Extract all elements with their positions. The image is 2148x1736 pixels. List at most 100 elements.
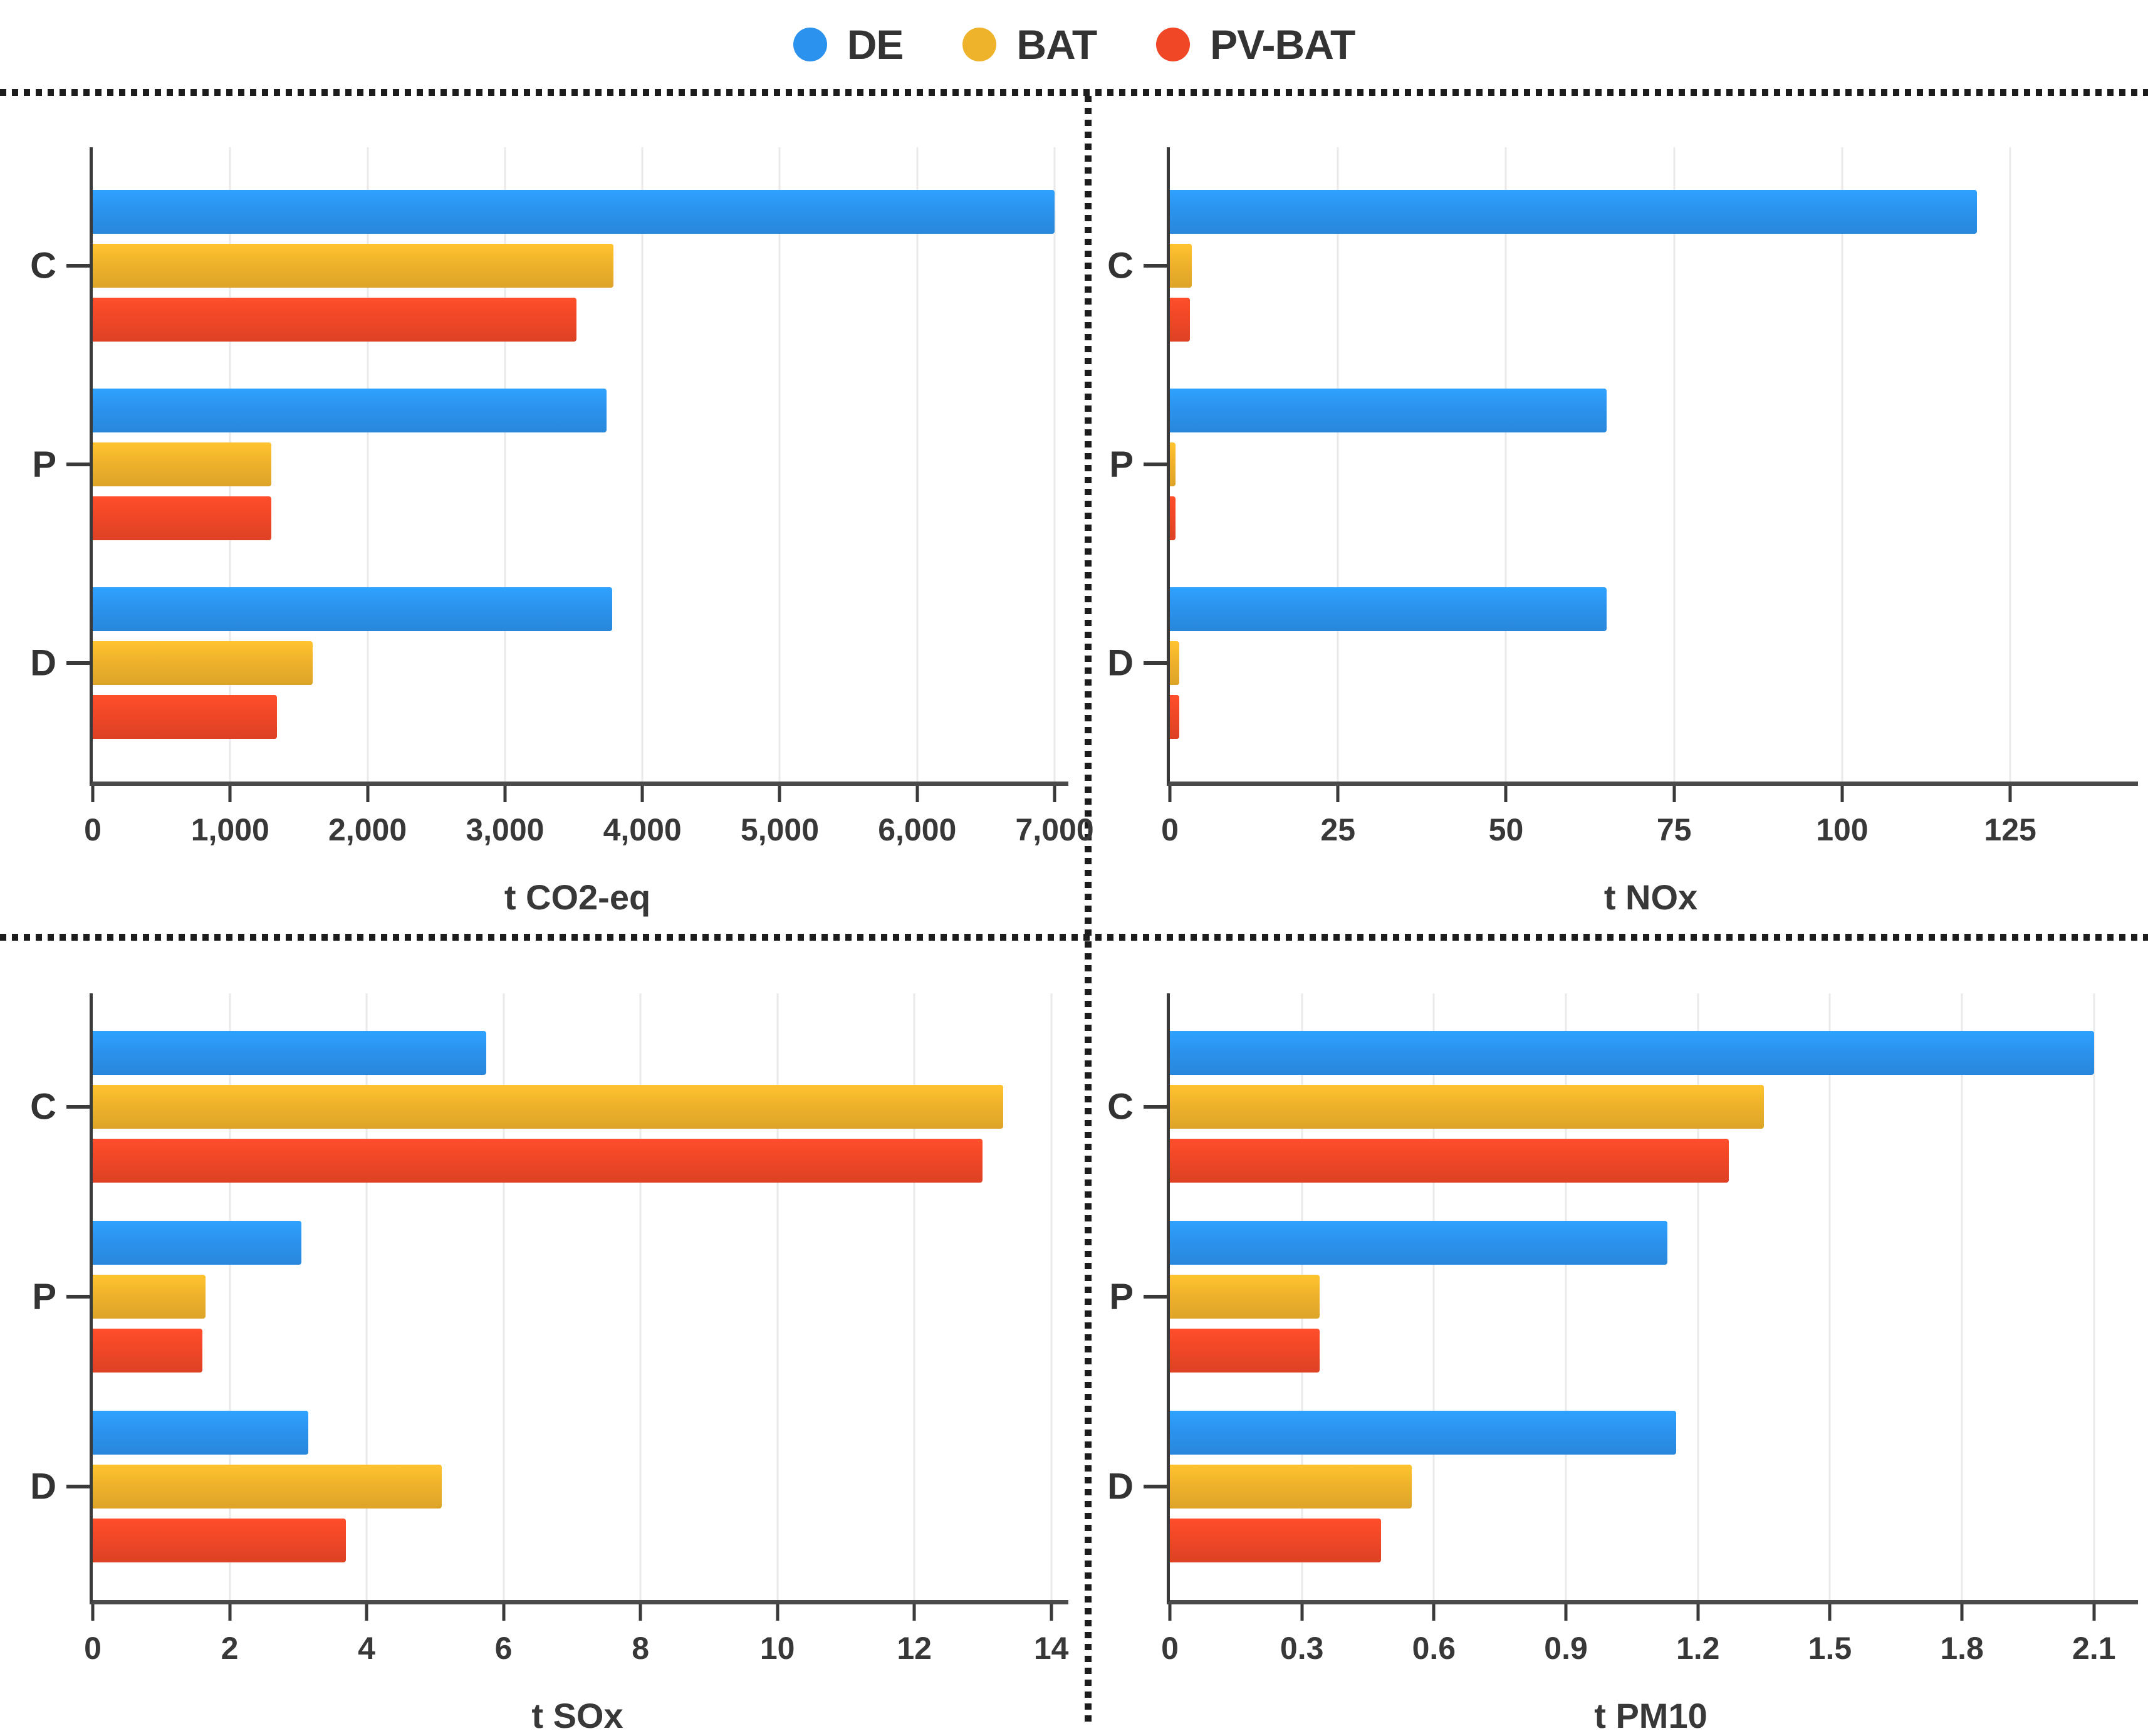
x-axis-tick-mark: [2008, 786, 2012, 802]
gridline: [639, 993, 642, 1600]
bar-pv-bat-d: [1170, 1518, 1382, 1562]
gridline: [1961, 993, 1963, 1600]
x-axis-tick-mark: [91, 1604, 95, 1621]
bar-de-d: [1170, 1410, 1676, 1455]
x-axis-tick-mark: [1828, 1604, 1832, 1621]
gridline: [229, 993, 231, 1600]
y-axis-tick-mark: [1144, 263, 1170, 268]
x-axis-tick-mark: [778, 786, 781, 802]
gridline: [1504, 147, 1507, 782]
gridline: [504, 147, 506, 782]
x-axis-tick-label: 0.9: [1544, 1631, 1588, 1666]
bar-bat-p: [1170, 1275, 1320, 1319]
category-label-p: P: [32, 1276, 56, 1317]
x-axis-tick-label: 75: [1656, 812, 1692, 847]
bar-bat-d: [93, 1464, 442, 1509]
nox-x-axis-title: t NOx: [1603, 877, 1698, 917]
x-axis-tick-label: 10: [759, 1631, 795, 1666]
middle-dotted-divider: [0, 934, 2148, 941]
nox-plot-area: 0 25 50 75 100 125 C P D: [1107, 147, 2138, 847]
x-axis-tick-mark: [1564, 1604, 1568, 1621]
gridline: [1053, 147, 1056, 782]
gridline: [1565, 993, 1567, 1600]
x-axis-tick-label: 2: [221, 1631, 239, 1666]
x-axis-tick-mark: [912, 1604, 916, 1621]
pm10-x-axis-title: t PM10: [1594, 1696, 1707, 1735]
pv-bat-series-dot-icon: [1156, 28, 1191, 61]
y-axis-tick-mark: [66, 1295, 93, 1299]
legend-item-de: DE: [793, 21, 904, 68]
bar-bat-p: [93, 442, 272, 486]
x-axis-tick-mark: [1300, 1604, 1304, 1621]
x-axis-tick-mark: [1504, 786, 1508, 802]
category-label-c: C: [30, 1086, 56, 1127]
gridline: [503, 993, 505, 1600]
x-axis-tick-mark: [503, 786, 507, 802]
x-axis-tick-label: 4,000: [603, 812, 682, 847]
bar-bat-c: [1170, 1085, 1765, 1129]
bar-bat-d: [1170, 641, 1180, 686]
x-axis-tick-label: 14: [1033, 1631, 1069, 1666]
gridline: [1828, 993, 1831, 1600]
x-axis-tick-label: 1.5: [1808, 1631, 1852, 1666]
x-axis-tick-mark: [1168, 1604, 1172, 1621]
gridline: [2009, 147, 2011, 782]
y-axis-tick-mark: [66, 1484, 93, 1488]
x-axis-tick-label: 100: [1816, 812, 1869, 847]
x-axis-tick-label: 125: [1984, 812, 2036, 847]
x-axis-tick-mark: [228, 786, 232, 802]
x-axis-tick-mark: [91, 786, 95, 802]
y-axis-tick-mark: [66, 463, 93, 466]
bar-de-c: [93, 189, 1055, 234]
bar-de-p: [1170, 389, 1607, 432]
gridline: [916, 147, 919, 782]
x-axis-tick-label: 0: [1161, 1631, 1179, 1666]
y-axis-tick-mark: [1144, 1105, 1170, 1109]
category-label-d: D: [30, 1466, 56, 1507]
x-axis-tick-mark: [915, 786, 919, 802]
x-axis-tick-mark: [2092, 1604, 2096, 1621]
x-axis-tick-label: 0: [84, 812, 102, 847]
x-axis-tick-label: 1.2: [1676, 1631, 1720, 1666]
legend-item-bat: BAT: [962, 21, 1097, 68]
y-axis-tick-mark: [1144, 1295, 1170, 1299]
bar-pv-bat-d: [93, 695, 277, 740]
x-axis-tick-label: 3,000: [466, 812, 545, 847]
bar-de-c: [1170, 189, 1977, 234]
bar-pv-bat-d: [93, 1518, 347, 1562]
gridline: [1697, 993, 1699, 1600]
x-axis-tick-mark: [640, 786, 644, 802]
x-axis-tick-mark: [1168, 786, 1172, 802]
gridline: [1337, 147, 1339, 782]
bat-series-dot-icon: [962, 28, 997, 61]
de-series-dot-icon: [793, 28, 827, 61]
bar-de-c: [93, 1031, 487, 1075]
x-axis-tick-mark: [1696, 1604, 1700, 1621]
bar-bat-p: [1170, 442, 1176, 486]
legend: DE BAT PV-BAT: [0, 4, 2148, 85]
gridline: [2093, 993, 2095, 1600]
bar-bat-d: [1170, 1464, 1412, 1509]
x-axis-tick-mark: [639, 1604, 642, 1621]
x-axis-tick-label: 2,000: [328, 812, 407, 847]
bar-de-p: [93, 389, 607, 432]
gridline: [1050, 993, 1053, 1600]
x-axis-tick-mark: [1053, 786, 1056, 802]
x-axis-tick-label: 50: [1488, 812, 1524, 847]
x-axis-tick-mark: [776, 1604, 779, 1621]
category-label-d: D: [30, 642, 56, 684]
bar-pv-bat-p: [1170, 496, 1176, 540]
bar-de-d: [93, 587, 612, 632]
x-axis-tick-mark: [1960, 1604, 1964, 1621]
bar-bat-c: [1170, 243, 1192, 288]
x-axis-tick-label: 6: [494, 1631, 513, 1666]
bar-pv-bat-p: [93, 496, 272, 540]
gridline: [365, 993, 368, 1600]
category-label-p: P: [1109, 1276, 1134, 1317]
gridline: [1673, 147, 1676, 782]
sox-x-axis-title: t SOx: [531, 1696, 623, 1735]
bar-pv-bat-c: [93, 297, 576, 342]
x-axis-tick-mark: [1672, 786, 1676, 802]
category-label-p: P: [32, 444, 56, 485]
